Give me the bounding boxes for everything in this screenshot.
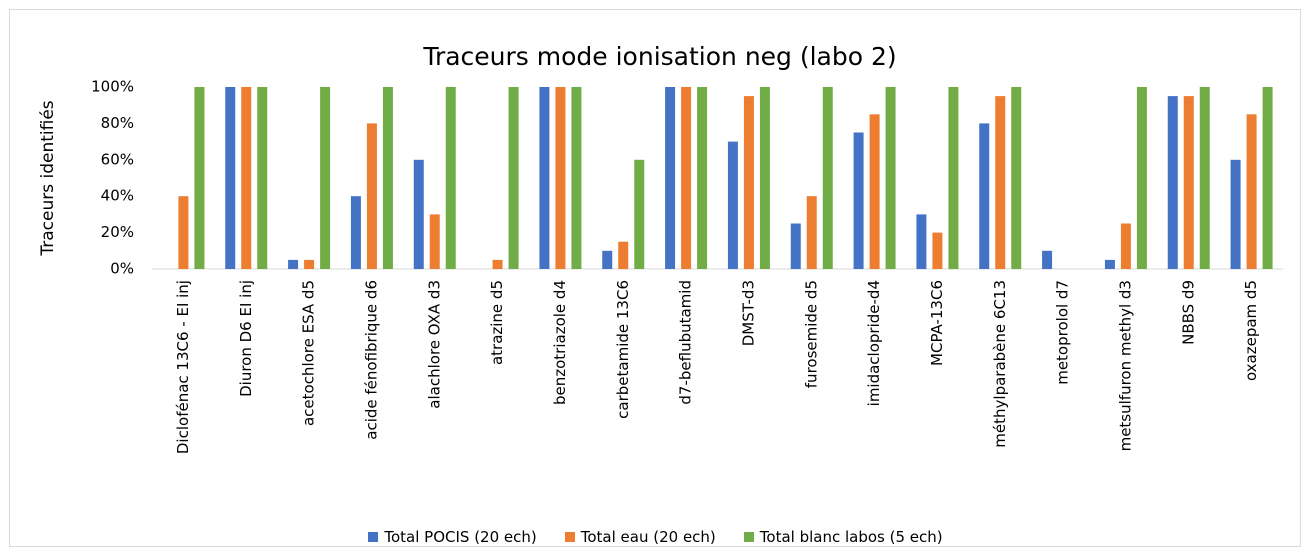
bar bbox=[1183, 96, 1194, 269]
x-tick-label: oxazepam d5 bbox=[1242, 280, 1260, 381]
x-tick-label: NBBS d9 bbox=[1179, 280, 1197, 345]
bar bbox=[697, 87, 708, 269]
bar bbox=[445, 87, 456, 269]
bar bbox=[257, 87, 268, 269]
bar bbox=[948, 87, 959, 269]
y-tick-label: 100% bbox=[91, 78, 134, 96]
bar bbox=[1042, 250, 1053, 269]
bar bbox=[665, 87, 676, 269]
bar bbox=[1120, 223, 1131, 269]
bar bbox=[681, 87, 692, 269]
bar bbox=[571, 87, 582, 269]
x-tick-label: atrazine d5 bbox=[488, 280, 506, 365]
bar bbox=[178, 196, 189, 269]
x-tick-label: furosemide d5 bbox=[802, 280, 820, 388]
chart-frame bbox=[9, 9, 1301, 547]
legend-label: Total blanc labos (5 ech) bbox=[759, 528, 943, 546]
bar bbox=[366, 123, 377, 270]
x-tick-label: Diclofénac 13C6 - EI inj bbox=[174, 280, 192, 454]
bar bbox=[382, 87, 393, 269]
bar bbox=[618, 241, 629, 269]
x-tick-label: alachlore OXA d3 bbox=[425, 280, 443, 409]
y-tick-label: 0% bbox=[110, 260, 134, 278]
y-tick-label: 80% bbox=[101, 114, 134, 132]
x-tick-label: imidaclopride-d4 bbox=[865, 280, 883, 406]
bar bbox=[932, 232, 943, 269]
x-tick-label: carbetamide 13C6 bbox=[614, 280, 632, 419]
legend-label: Total eau (20 ech) bbox=[580, 528, 716, 546]
bar bbox=[1246, 114, 1257, 269]
bar bbox=[1011, 87, 1022, 269]
x-tick-label: acetochlore ESA d5 bbox=[300, 280, 318, 426]
bar bbox=[790, 223, 801, 269]
x-tick-label: metoprolol d7 bbox=[1054, 280, 1072, 385]
legend: Total POCIS (20 ech) Total eau (20 ech) To… bbox=[0, 528, 1311, 546]
bar bbox=[806, 196, 817, 269]
bar bbox=[492, 259, 503, 269]
legend-item: Total eau (20 ech) bbox=[564, 528, 716, 546]
bar bbox=[822, 87, 833, 269]
x-tick-label: DMST-d3 bbox=[739, 280, 757, 346]
y-tick-label: 60% bbox=[101, 150, 134, 168]
bar bbox=[508, 87, 519, 269]
bar bbox=[241, 87, 252, 269]
bar bbox=[429, 214, 440, 269]
y-tick-label: 40% bbox=[101, 187, 134, 205]
x-tick-label: méthylparabène 6C13 bbox=[991, 280, 1009, 448]
bar bbox=[539, 87, 550, 269]
bar bbox=[225, 87, 236, 269]
bar bbox=[759, 87, 770, 269]
bar bbox=[727, 141, 738, 269]
bar bbox=[1230, 159, 1241, 269]
bar bbox=[1104, 259, 1115, 269]
bar bbox=[413, 159, 424, 269]
bar bbox=[602, 250, 613, 269]
x-tick-label: metsulfuron methyl d3 bbox=[1116, 280, 1134, 451]
legend-swatch bbox=[368, 532, 379, 542]
bar bbox=[288, 259, 299, 269]
bar bbox=[1167, 96, 1178, 269]
bar bbox=[634, 159, 645, 269]
bar bbox=[1199, 87, 1210, 269]
bar bbox=[555, 87, 566, 269]
x-tick-label: benzotriazole d4 bbox=[551, 280, 569, 405]
bar bbox=[869, 114, 880, 269]
bar bbox=[853, 132, 864, 269]
bar bbox=[916, 214, 927, 269]
legend-item: Total POCIS (20 ech) bbox=[368, 528, 537, 546]
chart-title: Traceurs mode ionisation neg (labo 2) bbox=[422, 42, 896, 71]
bar bbox=[995, 96, 1006, 269]
legend-label: Total POCIS (20 ech) bbox=[384, 528, 537, 546]
bar bbox=[885, 87, 896, 269]
bar bbox=[194, 87, 205, 269]
x-tick-label: Diuron D6 EI inj bbox=[237, 280, 255, 397]
y-axis-title: Traceurs identifiés bbox=[38, 100, 58, 256]
bar bbox=[1136, 87, 1147, 269]
bar bbox=[304, 259, 315, 269]
x-tick-label: d7-beflubutamid bbox=[677, 280, 695, 405]
bar bbox=[743, 96, 754, 269]
legend-swatch bbox=[743, 532, 754, 542]
legend-swatch bbox=[564, 532, 575, 542]
y-tick-label: 20% bbox=[101, 223, 134, 241]
bar bbox=[1262, 87, 1273, 269]
x-tick-label: MCPA-13C6 bbox=[928, 280, 946, 366]
legend-item: Total blanc labos (5 ech) bbox=[743, 528, 943, 546]
x-tick-label: acide fénofibrique d6 bbox=[362, 280, 380, 440]
bar bbox=[979, 123, 990, 270]
bar bbox=[350, 196, 361, 269]
bar bbox=[320, 87, 331, 269]
